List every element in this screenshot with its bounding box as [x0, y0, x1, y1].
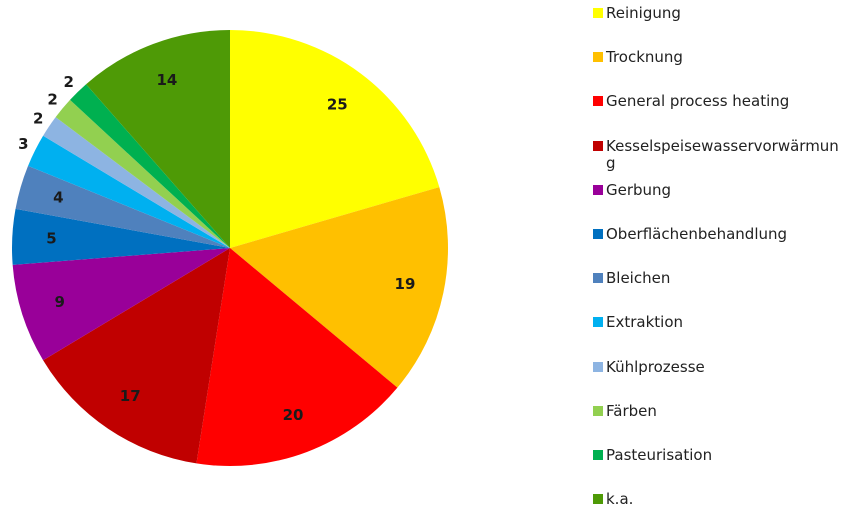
pie-slice — [43, 117, 231, 248]
legend-swatch — [593, 52, 603, 63]
pie-slice — [230, 187, 448, 388]
legend-label: Extraktion — [606, 313, 684, 332]
legend-swatch — [593, 96, 603, 107]
data-label: 3 — [18, 135, 28, 153]
legend-label: Kühlprozesse — [606, 357, 705, 376]
data-label: 19 — [395, 275, 416, 293]
legend-item: Oberflächenbehandlung — [593, 226, 848, 243]
legend-item: Gerbung — [593, 180, 848, 199]
legend-item: Färben — [593, 401, 848, 420]
legend-item: General process heating — [593, 93, 848, 110]
data-label: 2 — [47, 90, 57, 108]
pie-slice — [230, 30, 440, 248]
pie-slice — [70, 84, 230, 249]
pie-slice — [15, 165, 231, 248]
legend-swatch — [593, 8, 603, 18]
pie-slice — [55, 99, 231, 248]
data-label: 20 — [283, 406, 304, 424]
legend-item: Kesselspeisewasservorwärmung — [593, 136, 848, 172]
data-label: 17 — [120, 387, 141, 405]
legend-label: Färben — [606, 401, 657, 420]
legend-label: Oberflächenbehandlung — [606, 225, 788, 243]
legend-swatch — [593, 361, 603, 372]
legend-item: Bleichen — [593, 270, 848, 287]
legend-swatch — [593, 140, 603, 151]
data-label: 14 — [157, 71, 178, 89]
pie-slice — [28, 135, 231, 248]
legend-label: k.a. — [606, 490, 634, 509]
legend-label: General process heating — [606, 92, 790, 111]
legend-label: Bleichen — [606, 269, 671, 288]
legend-item: Kühlprozesse — [593, 357, 848, 376]
legend-label: Trocknung — [606, 48, 683, 67]
pie-slice — [12, 248, 231, 361]
legend-swatch — [593, 494, 603, 505]
legend-swatch — [593, 317, 603, 328]
data-label: 4 — [53, 189, 63, 207]
legend-swatch — [593, 450, 603, 460]
pie-slice — [11, 208, 230, 265]
pie-slice — [43, 248, 231, 464]
legend-label: Pasteurisation — [606, 446, 713, 464]
legend-item: k.a. — [593, 491, 848, 508]
data-label: 5 — [46, 229, 56, 247]
legend-item: Extraktion — [593, 314, 848, 331]
pie-slice — [196, 248, 398, 466]
legend-item: Trocknung — [593, 49, 848, 66]
data-label: 9 — [54, 293, 64, 311]
legend-item: Reinigung — [593, 5, 848, 22]
data-label: 2 — [64, 73, 74, 91]
data-label: 25 — [327, 96, 348, 114]
legend-label: Reinigung — [606, 4, 681, 22]
legend-swatch — [593, 184, 603, 195]
legend-item: Pasteurisation — [593, 447, 848, 464]
data-label: 2 — [33, 110, 43, 128]
legend-swatch — [593, 273, 603, 284]
pie-slice — [86, 30, 230, 248]
legend-swatch — [593, 405, 603, 416]
legend-label: Kesselspeisewasservorwärmung — [606, 136, 839, 172]
legend-swatch — [593, 229, 603, 239]
legend-label: Gerbung — [606, 180, 672, 199]
